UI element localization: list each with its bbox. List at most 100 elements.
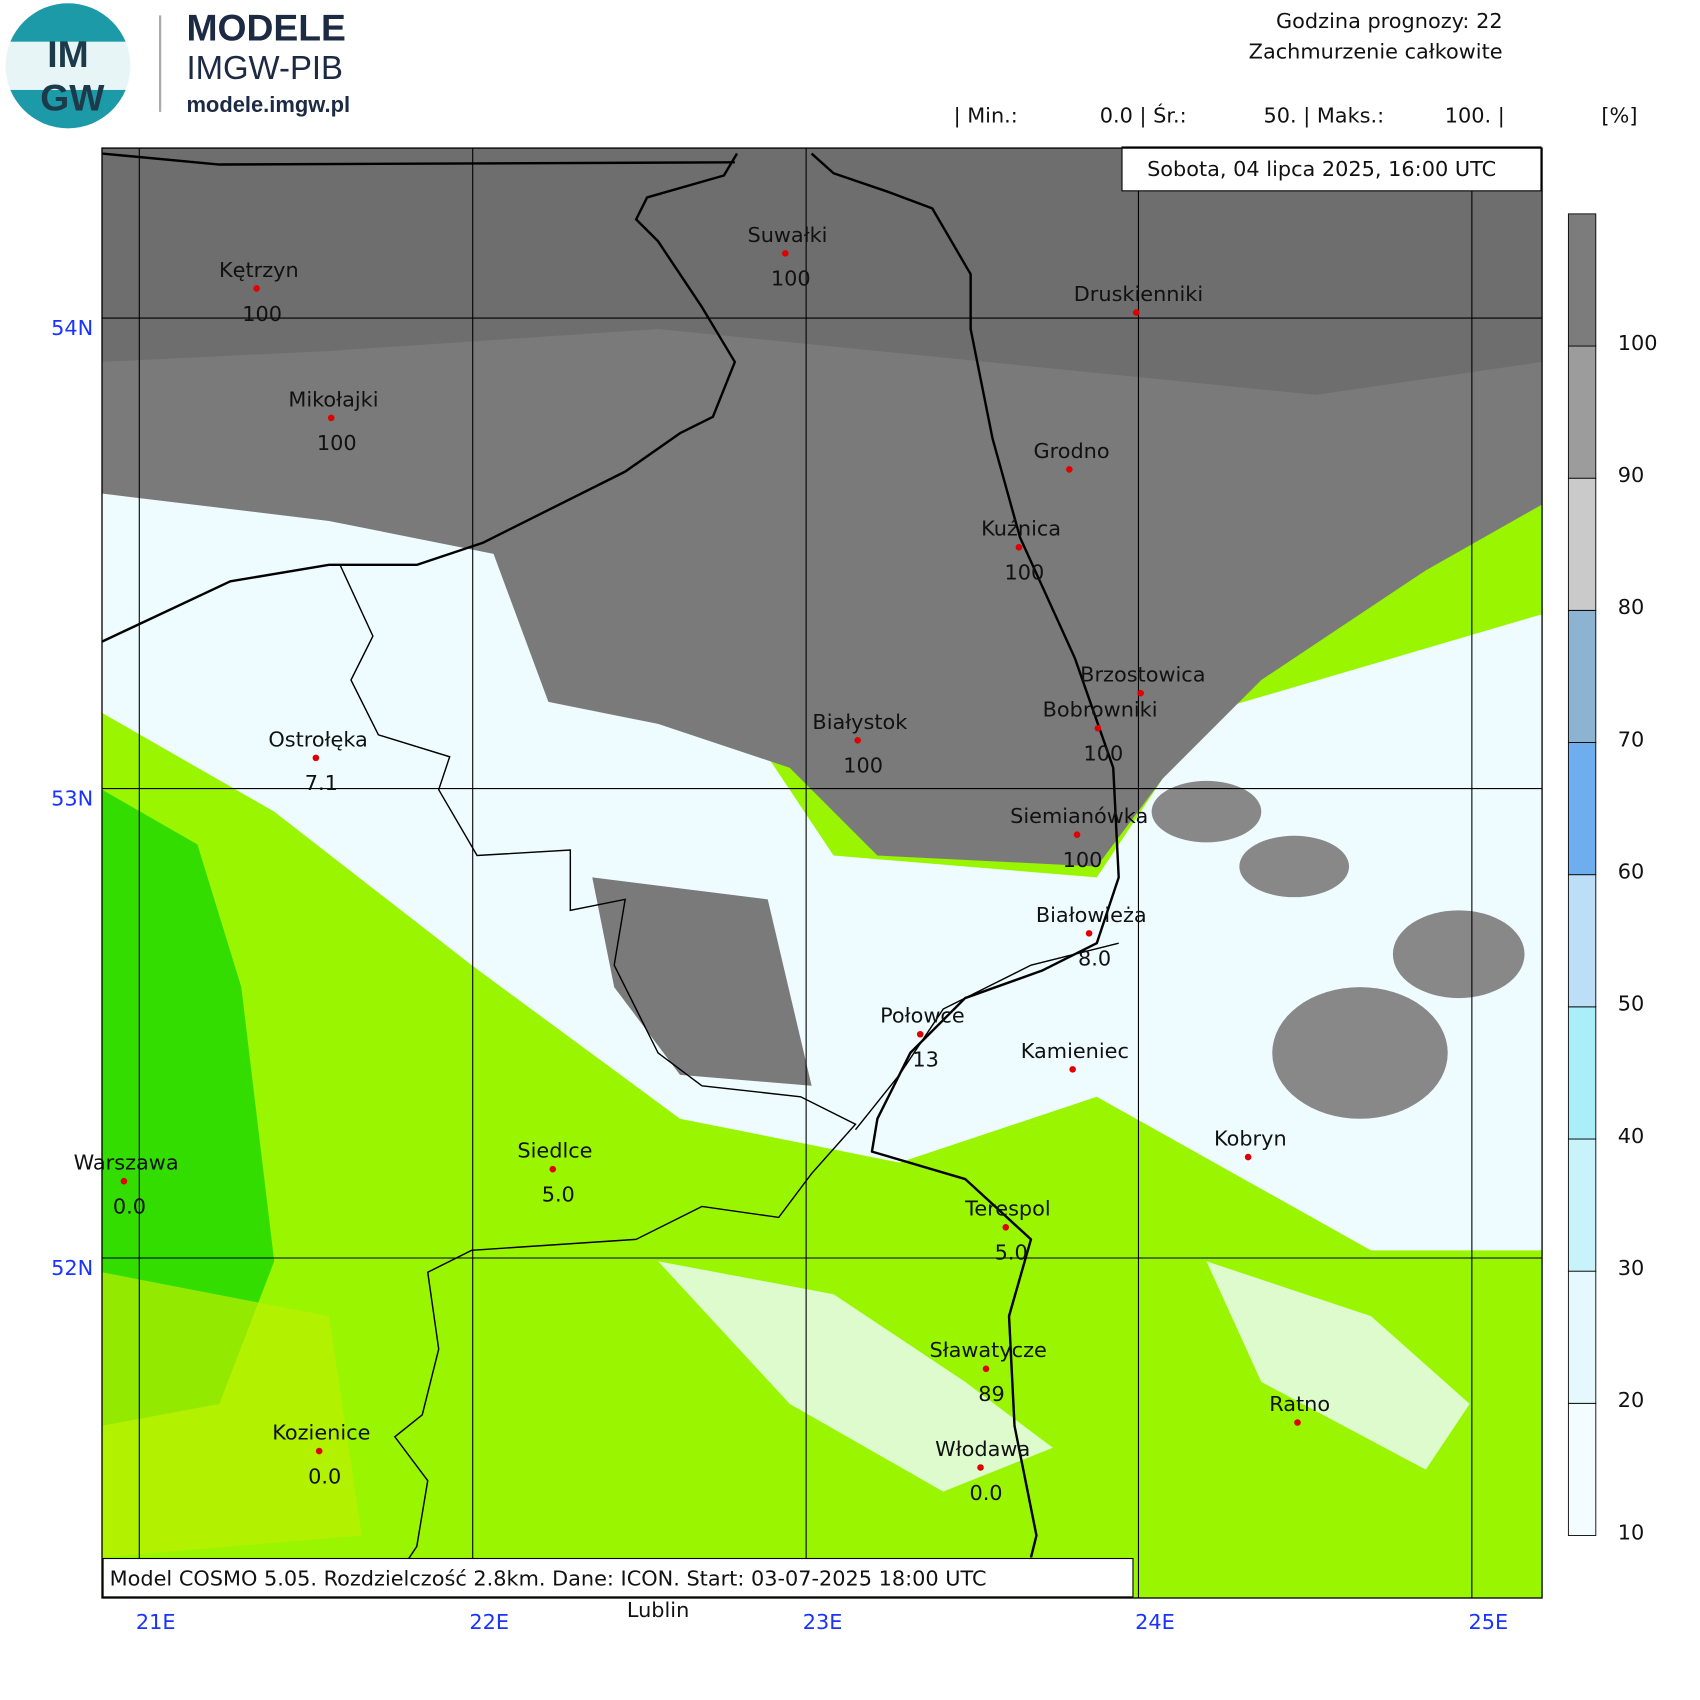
city-value: 7.1 [305, 771, 338, 795]
city-label: Włodawa [935, 1437, 1030, 1461]
city-dot [327, 414, 335, 422]
city-label: Ratno [1269, 1392, 1330, 1416]
map-field-clear [102, 789, 275, 1426]
field-name: Zachmurzenie całkowite [1249, 40, 1503, 64]
forecast-hour: Godzina prognozy: 22 [1276, 9, 1503, 33]
city-label: Kamieniec [1021, 1039, 1129, 1063]
city-value: 13 [912, 1048, 939, 1072]
date-box [1121, 146, 1542, 192]
stats: | Min.: 0.0 | Śr.: 50. | Maks.: 100. | [%] [954, 102, 1638, 128]
map-field-overcast [592, 877, 812, 1086]
city-label: Kobryn [1214, 1127, 1287, 1151]
map-field-partly [1206, 1261, 1470, 1470]
city-value: 5.0 [542, 1182, 575, 1206]
city-label: Warszawa [74, 1151, 179, 1175]
brand: MODELE [186, 7, 345, 49]
city-label: Druskienniki [1074, 282, 1203, 306]
colorbar-tick-label: 50 [1618, 992, 1645, 1016]
railway [854, 942, 1119, 1131]
city-value: 100 [1005, 561, 1045, 585]
colorbar-tick-label: 10 [1618, 1520, 1645, 1544]
stat: 0.0 | Śr.: [1100, 102, 1187, 128]
colorbar: 10 20 30 40 50 60 70 80 90 100 [1567, 213, 1658, 1544]
map-field-overcast [1272, 987, 1448, 1119]
city-label: Białowieża [1036, 903, 1147, 927]
lon-label: 25E [1468, 1610, 1508, 1634]
colorbar-tick-label: 70 [1618, 727, 1645, 751]
border [339, 564, 857, 1580]
city-value: 100 [843, 754, 883, 778]
city-dot [253, 285, 260, 292]
city-label: Połowce [880, 1004, 965, 1028]
city-value: 100 [771, 267, 811, 291]
map-frame [101, 147, 1543, 1599]
city-dot [1094, 724, 1102, 732]
border [101, 152, 735, 166]
city-label: Ostrołęka [268, 727, 367, 751]
lon-label: 21E [136, 1610, 176, 1634]
city-value: 100 [242, 302, 282, 326]
city-dot [1137, 689, 1144, 697]
colorbar-band [1567, 1402, 1597, 1536]
city-value: 0.0 [969, 1481, 1002, 1505]
city-value: 100 [1063, 848, 1103, 872]
stat: 100. | [1445, 103, 1505, 128]
colorbar-tick-label: 20 [1618, 1388, 1645, 1412]
colorbar-band [1567, 1006, 1597, 1140]
map-field-clear [102, 1272, 362, 1558]
city-dot [1294, 1419, 1301, 1426]
map-field-overcast [1239, 835, 1350, 898]
border [101, 152, 739, 643]
city-value: 0.0 [113, 1195, 146, 1219]
colorbar-tick-label: 90 [1618, 463, 1645, 487]
city-label: Białystok [812, 710, 907, 734]
city-label: Terespol [964, 1197, 1051, 1221]
grid [101, 148, 1543, 1598]
stat: 50. | Maks.: [1263, 103, 1384, 128]
city-label: Kętrzyn [219, 258, 299, 282]
logo-text: IM [47, 33, 88, 75]
lon-label: 22E [469, 1610, 509, 1634]
map-field-overcast [102, 148, 1543, 395]
city-label: Bobrowniki [1043, 698, 1158, 722]
lat-label: 52N [51, 1256, 93, 1280]
city-label: Grodno [1033, 439, 1109, 463]
city-label: Mikołajki [288, 387, 378, 411]
city-label: Siedlce [517, 1139, 592, 1163]
city-label: Brzostowica [1080, 663, 1205, 687]
city-dot [1066, 466, 1073, 473]
border [810, 152, 1120, 1558]
map-field-overcast [1392, 910, 1525, 999]
city-dot [315, 1447, 323, 1455]
brand-sub: IMGW-PIB [186, 49, 343, 86]
date: Sobota, 04 lipca 2025, 16:00 UTC [1147, 157, 1496, 181]
city-label: Sławatycze [929, 1338, 1046, 1362]
city-dot [1085, 930, 1093, 937]
colorbar-band [1567, 477, 1597, 611]
city-value: 5.0 [995, 1241, 1028, 1265]
city-dot [782, 250, 789, 257]
colorbar-band [1567, 1270, 1597, 1404]
city-dot [1244, 1153, 1252, 1161]
city-value: 100 [317, 431, 357, 455]
city-label: Kozienice [272, 1420, 370, 1444]
logo: IM GW [5, 3, 131, 129]
city-dot [1069, 1066, 1076, 1073]
city-dot [549, 1165, 557, 1173]
city-dot [1132, 309, 1140, 316]
colorbar-tick-label: 80 [1618, 595, 1645, 619]
map-field-partly [658, 1261, 1053, 1492]
logo-text: GW [40, 77, 105, 119]
cities: Kętrzyn 100 Suwałki 100 Druskienniki Mikołajk… [74, 223, 1330, 1505]
city-value: 89 [978, 1382, 1005, 1406]
colorbar-band [1567, 874, 1597, 1008]
stat: | Min.: [954, 103, 1018, 128]
colorbar-band [1567, 742, 1597, 876]
city-dot [1015, 544, 1023, 551]
colorbar-tick-label: 100 [1618, 331, 1658, 355]
colorbar-band [1567, 609, 1597, 743]
city-dot [1002, 1224, 1010, 1231]
footer-box [102, 1557, 1134, 1598]
city-value: 8.0 [1078, 947, 1111, 971]
